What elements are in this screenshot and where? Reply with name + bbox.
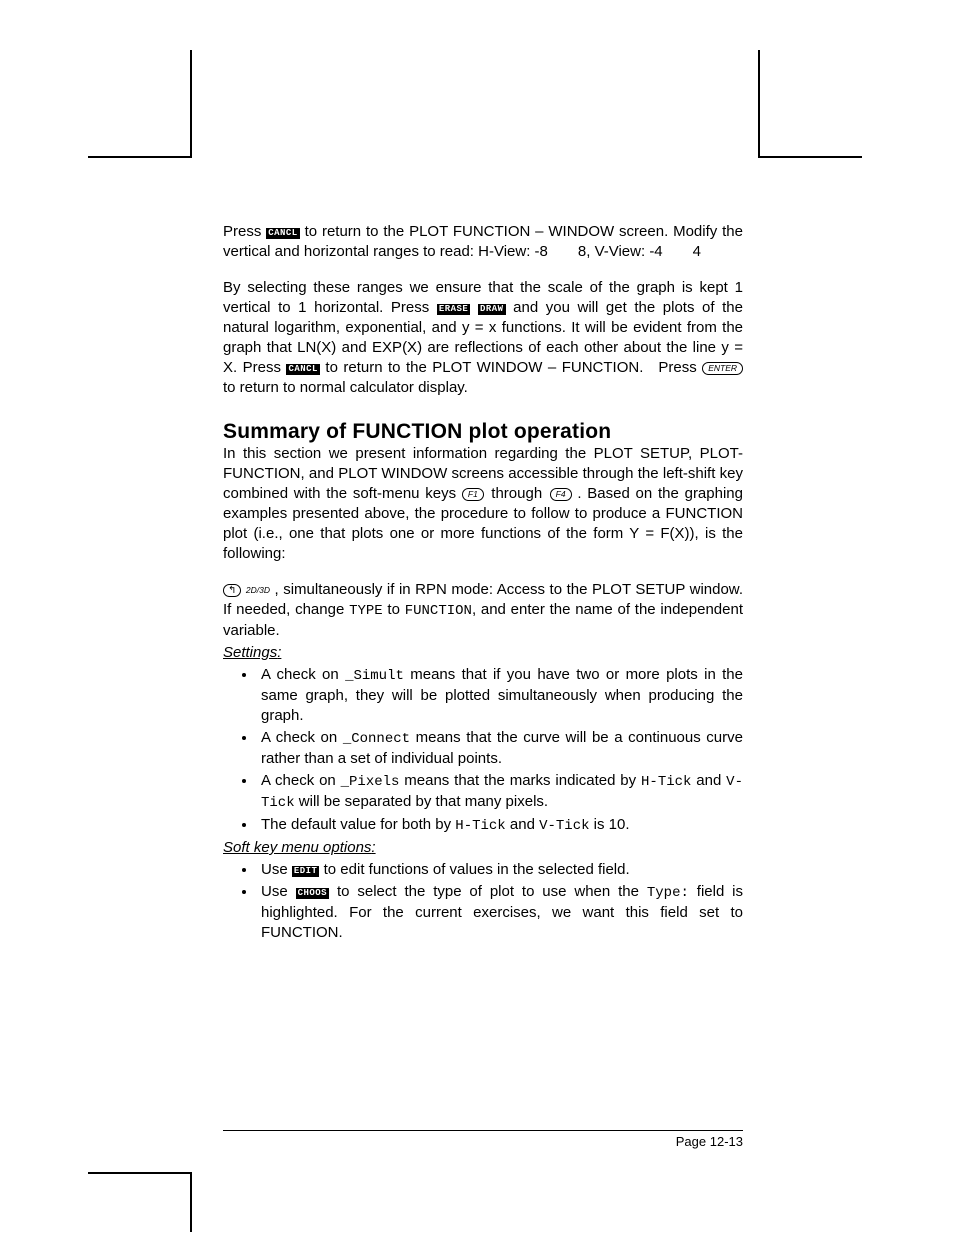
crop-mark	[758, 50, 760, 158]
softkey-draw: DRAW	[478, 304, 506, 315]
text: A check on	[261, 666, 345, 683]
section-heading: Summary of FUNCTION plot operation	[223, 422, 743, 442]
hardkey-f4: F4	[550, 488, 572, 501]
softkey-erase: ERASE	[437, 304, 471, 315]
paragraph: ↰ 2D/3D , simultaneously if in RPN mode:…	[223, 580, 743, 641]
text: Settings	[223, 644, 277, 661]
crop-mark	[190, 50, 192, 158]
list-item: Use CHOOS to select the type of plot to …	[257, 882, 743, 943]
paragraph: In this section we present information r…	[223, 444, 743, 564]
text: Press	[223, 223, 266, 240]
crop-mark	[88, 156, 192, 158]
text: to return to the PLOT WINDOW – FUNCTION.…	[320, 359, 702, 376]
settings-heading: Settings:	[223, 643, 743, 663]
footer-rule	[223, 1130, 743, 1131]
text: and	[691, 772, 726, 789]
list-item: A check on _Pixels means that the marks …	[257, 771, 743, 813]
paragraph: By selecting these ranges we ensure that…	[223, 278, 743, 398]
crop-mark	[758, 156, 862, 158]
settings-list: A check on _Simult means that if you hav…	[223, 665, 743, 836]
hardkey-f1: F1	[462, 488, 484, 501]
mono-text: V-Tick	[539, 818, 589, 834]
crop-mark	[88, 1172, 192, 1174]
page-number: Page 12-13	[223, 1134, 743, 1149]
text: The default value for both by	[261, 816, 455, 833]
mono-text: TYPE	[349, 603, 383, 619]
text: through	[484, 485, 550, 502]
softkey-options-heading: Soft key menu options:	[223, 838, 743, 858]
shift-key-icon: ↰	[223, 584, 241, 597]
text: A check on	[261, 772, 341, 789]
list-item: A check on _Connect means that the curve…	[257, 728, 743, 769]
text: is 10.	[590, 816, 630, 833]
text: and	[506, 816, 539, 833]
list-item: Use EDIT to edit functions of values in …	[257, 860, 743, 880]
text: Soft key menu options	[223, 839, 371, 856]
list-item: A check on _Simult means that if you hav…	[257, 665, 743, 726]
mono-text: H-Tick	[641, 774, 691, 790]
mono-text: H-Tick	[455, 818, 505, 834]
text: to return to normal calculator display.	[223, 379, 468, 396]
key-label-2d3d: 2D/3D	[246, 585, 270, 596]
text: to	[383, 601, 405, 618]
softkey-cancl: CANCL	[286, 364, 320, 375]
softkey-options-list: Use EDIT to edit functions of values in …	[223, 860, 743, 943]
text: means that the marks indicated by	[399, 772, 641, 789]
list-item: The default value for both by H-Tick and…	[257, 815, 743, 836]
mono-text: _Pixels	[341, 774, 400, 790]
page: Press CANCL to return to the PLOT FUNCTI…	[0, 0, 954, 1235]
paragraph: Press CANCL to return to the PLOT FUNCTI…	[223, 222, 743, 262]
hardkey-enter: ENTER	[702, 362, 743, 375]
text: to select the type of plot to use when t…	[329, 883, 647, 900]
text: will be separated by that many pixels.	[295, 793, 548, 810]
crop-mark	[190, 1172, 192, 1232]
text: Use	[261, 861, 292, 878]
mono-text: Type:	[647, 885, 689, 901]
text: A check on	[261, 729, 343, 746]
mono-text: FUNCTION	[405, 603, 472, 619]
text: to return to the PLOT FUNCTION – WINDOW …	[223, 223, 743, 260]
text: to edit functions of values in the selec…	[319, 861, 629, 878]
softkey-choos: CHOOS	[296, 888, 330, 899]
mono-text: _Simult	[345, 668, 404, 684]
softkey-edit: EDIT	[292, 866, 320, 877]
text: Use	[261, 883, 296, 900]
text-column: Press CANCL to return to the PLOT FUNCTI…	[223, 222, 743, 945]
mono-text: _Connect	[343, 731, 410, 747]
softkey-cancl: CANCL	[266, 228, 300, 239]
